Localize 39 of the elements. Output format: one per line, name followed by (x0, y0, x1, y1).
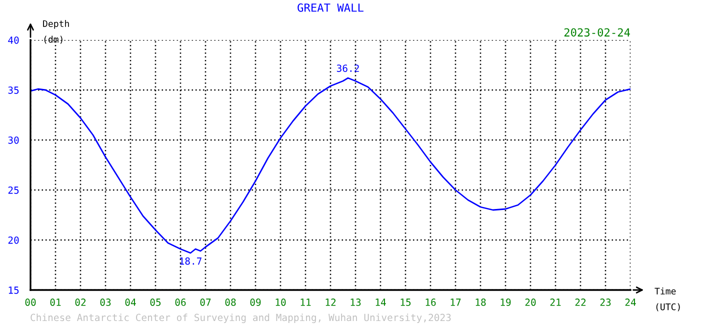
x-tick-label: 15 (400, 298, 411, 306)
x-tick-label: 21 (550, 298, 561, 306)
x-tick-label: 07 (200, 298, 211, 306)
text: 2023-02-24 (564, 28, 630, 37)
x-tick-label: 11 (300, 298, 311, 306)
line-series (30, 77, 630, 254)
x-tick-label: 08 (225, 298, 236, 306)
y-axis-title: Depth (dm) (43, 20, 69, 44)
y-tick-label: 30 (8, 136, 19, 144)
x-tick-label: 03 (100, 298, 111, 306)
x-tick-label: 05 (150, 298, 161, 306)
x-tick-label: 23 (600, 298, 611, 306)
annotation: 36.2 (336, 64, 359, 72)
x-tick-label: 02 (75, 298, 86, 306)
y-tick-label: 25 (8, 186, 19, 194)
y-tick-label: 15 (8, 286, 19, 294)
x-tick-label: 04 (125, 298, 136, 306)
x-tick-label: 18 (476, 298, 486, 306)
x-tick-label: 01 (50, 298, 61, 306)
y-tick-label: 40 (8, 36, 19, 44)
x-tick-label: 24 (625, 298, 636, 306)
x-tick-label: 09 (250, 298, 261, 306)
x-tick-label: 00 (25, 298, 36, 306)
x-tick-label: 16 (426, 298, 436, 306)
text: Chinese Antarctic Center of Surveying and Mapping, Wuhan University,2023 (30, 314, 451, 324)
x-tick-label: 17 (450, 298, 461, 306)
x-tick-label: 10 (276, 298, 286, 306)
x-tick-label: 13 (350, 298, 361, 306)
annotation: 18.7 (180, 257, 202, 265)
x-tick-label: 06 (175, 298, 186, 306)
x-axis-title: Time (UTC) (654, 288, 680, 312)
chart-title: GREAT WALL (298, 3, 364, 12)
x-tick-label: 14 (376, 298, 386, 306)
y-tick-label: 20 (8, 236, 19, 244)
y-tick-label: 35 (8, 86, 19, 94)
x-tick-label: 20 (525, 298, 536, 306)
x-tick-label: 12 (326, 298, 336, 306)
x-tick-label: 19 (500, 298, 511, 306)
x-tick-label: 22 (575, 298, 586, 306)
